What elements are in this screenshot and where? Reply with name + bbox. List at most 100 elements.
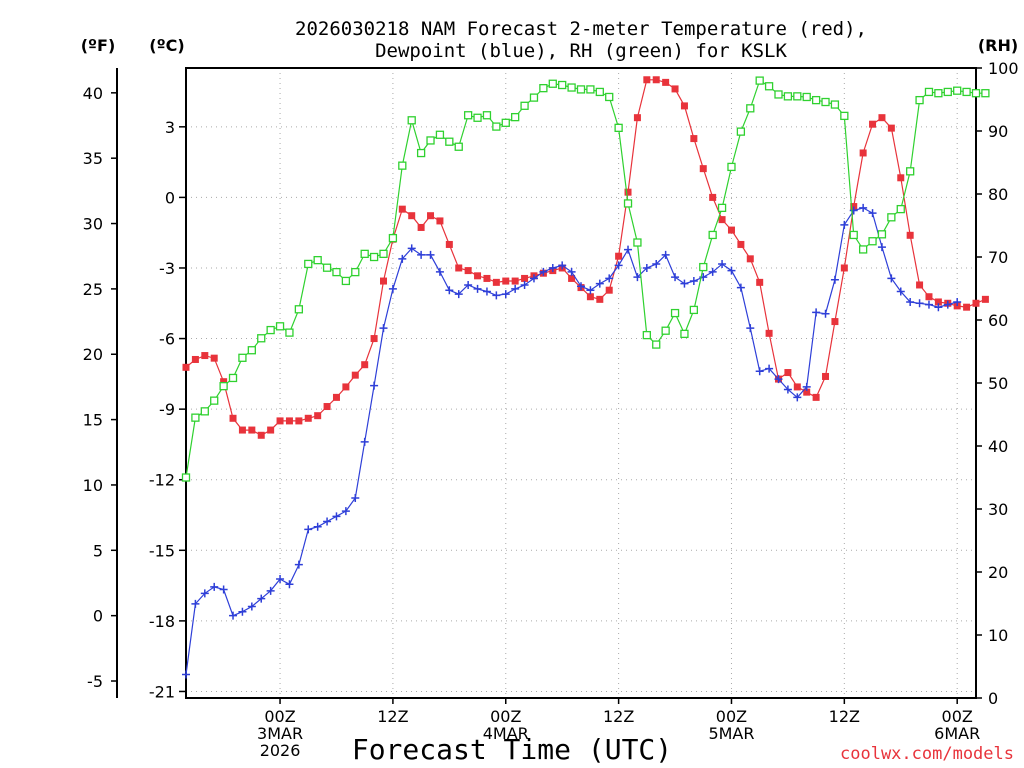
rh-point: [360, 249, 369, 259]
rh-point: [191, 413, 200, 422]
x-tick-label: 12Z: [603, 707, 634, 726]
dewpoint-point: [323, 517, 332, 526]
rh-point: [407, 116, 416, 125]
temperature-point: [445, 240, 453, 248]
c-tick-label: -18: [149, 612, 175, 631]
dewpoint-point: [285, 580, 294, 589]
rh-tick-label: 20: [988, 563, 1008, 582]
rh-point: [275, 322, 285, 331]
dewpoint-point: [219, 585, 228, 594]
rh-point: [247, 346, 256, 355]
temperature-point: [633, 114, 641, 122]
rh-point: [605, 92, 614, 102]
temperature-point: [822, 372, 830, 380]
rh-point: [398, 161, 407, 170]
dewpoint-point: [229, 611, 238, 620]
temperature-point: [455, 264, 463, 272]
rh-point: [821, 97, 830, 107]
dewpoint-point: [840, 220, 849, 229]
x-tick-label: 3MAR: [257, 724, 303, 743]
temperature-point: [436, 217, 444, 225]
rh-tick-label: 0: [988, 689, 998, 708]
temperature-point: [737, 240, 745, 248]
rh-point: [962, 87, 971, 97]
temperature-point: [257, 431, 265, 439]
rh-point: [435, 130, 445, 139]
dewpoint-point: [774, 375, 783, 384]
temperature-point: [765, 329, 773, 337]
temperature-point: [380, 277, 387, 285]
temperature-point: [295, 417, 303, 425]
rh-point: [304, 259, 313, 269]
dewpoint-point: [802, 382, 811, 391]
relative-humidity-series: [181, 76, 990, 482]
dewpoint-point: [501, 290, 510, 299]
rh-point: [896, 204, 905, 214]
x-tick-label: 12Z: [829, 707, 860, 726]
temperature-point: [963, 303, 971, 311]
dewpoint-point: [915, 299, 924, 308]
dewpoint-point: [266, 586, 275, 595]
rh-point: [351, 267, 360, 277]
rh-point: [699, 262, 708, 272]
temperature-point: [727, 226, 735, 234]
dewpoint-point: [191, 599, 200, 608]
temperature-point: [756, 278, 764, 286]
rh-tick-label: 50: [988, 374, 1008, 393]
rh-point: [332, 267, 341, 277]
plot-frame: [185, 67, 977, 699]
grid-lines: [186, 68, 976, 698]
dewpoint-point: [200, 589, 209, 598]
dewpoint-point: [642, 263, 651, 272]
x-tick-label: 00Z: [942, 707, 973, 726]
rh-point: [576, 85, 586, 94]
temperature-point: [220, 378, 228, 386]
temperature-point: [916, 281, 924, 289]
temperature-point: [267, 426, 275, 434]
temperature-point: [417, 223, 425, 231]
temperature-point: [605, 286, 613, 294]
rh-point: [294, 305, 304, 314]
dewpoint-point: [276, 575, 285, 584]
dewpoint-point: [370, 381, 379, 390]
x-tick-label: 00Z: [716, 707, 747, 726]
rh-point: [595, 87, 604, 97]
f-tick-label: 20: [83, 345, 103, 364]
rh-point: [219, 381, 228, 391]
dewpoint-point: [341, 507, 350, 516]
dewpoint-point: [529, 274, 538, 283]
temperature-point: [342, 383, 350, 391]
dewpoint-point: [210, 582, 219, 591]
c-tick-label: -21: [149, 682, 175, 701]
x-tick-label: 4MAR: [483, 724, 529, 743]
c-tick-label: 0: [165, 188, 175, 207]
temperature-point: [492, 278, 500, 286]
rh-tick-label: 60: [988, 311, 1008, 330]
temperature-point: [652, 76, 660, 84]
rh-point: [717, 203, 727, 213]
dewpoint-point: [407, 244, 416, 253]
temperature-point: [709, 193, 717, 201]
rh-point: [746, 104, 755, 113]
dewpoint-point: [783, 385, 792, 394]
temperature-point: [332, 393, 340, 401]
rh-point: [708, 230, 717, 240]
temperature-point: [586, 293, 594, 301]
temperature-point: [784, 369, 792, 377]
dewpoint-point: [520, 280, 529, 289]
dewpoint-point: [548, 263, 557, 272]
rh-point: [849, 230, 858, 240]
rh-tick-label: 30: [988, 500, 1008, 519]
temperature-point: [323, 403, 331, 411]
rh-point: [238, 353, 247, 362]
c-tick-label: -15: [149, 541, 175, 560]
rh-point: [868, 237, 877, 246]
dewpoint-point: [304, 525, 313, 534]
dewpoint-point: [652, 260, 661, 269]
temperature-point: [596, 295, 604, 303]
rh-point: [755, 76, 764, 85]
f-tick-label: -5: [87, 672, 103, 691]
temperature-point: [361, 361, 369, 369]
